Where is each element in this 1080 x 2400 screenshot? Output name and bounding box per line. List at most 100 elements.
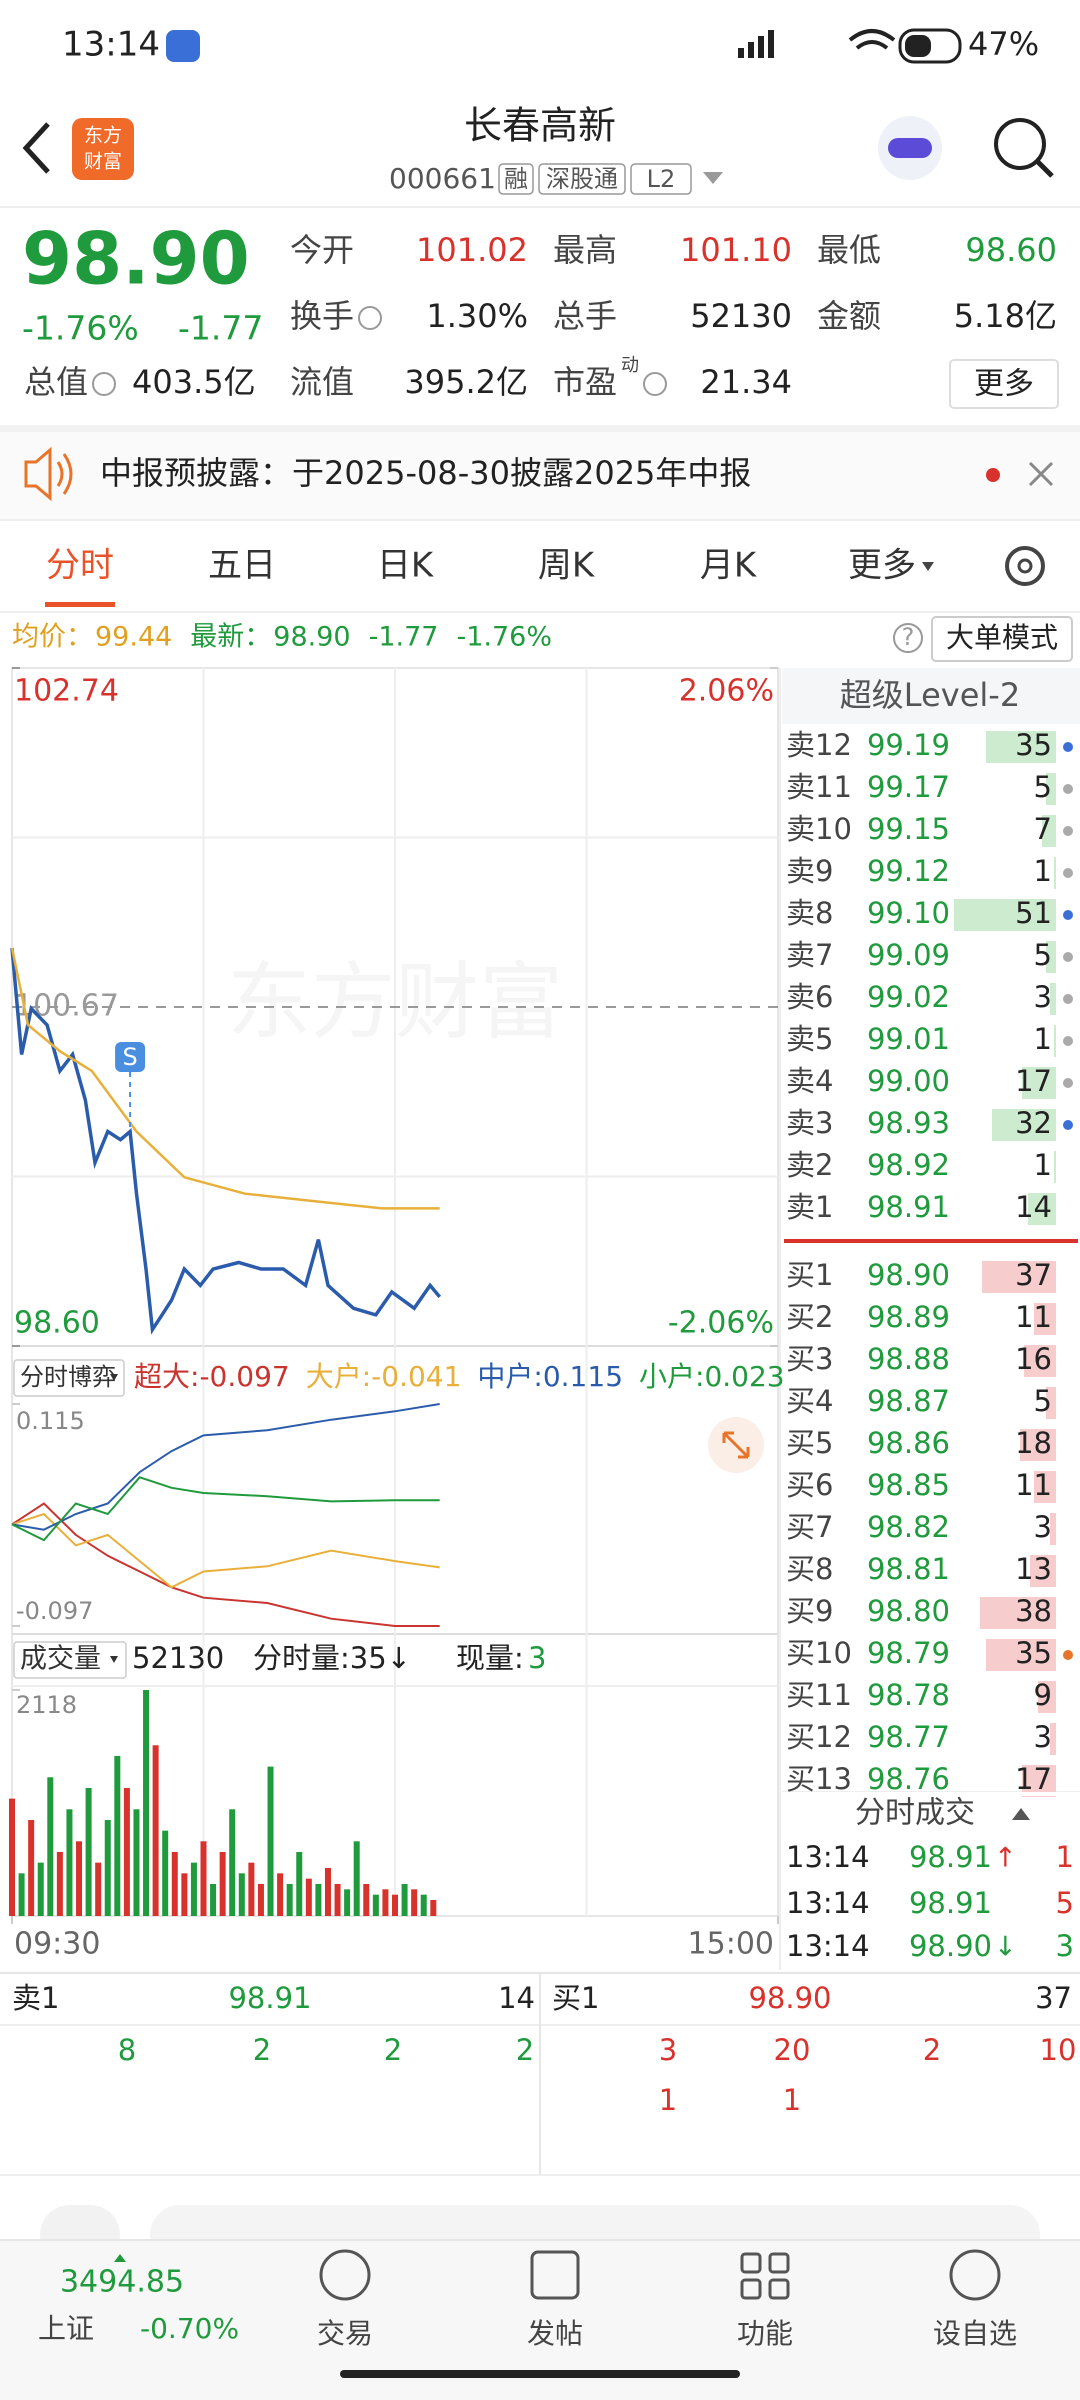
volume-bar (219, 1851, 226, 1916)
info-icon (643, 372, 667, 396)
depth-bar (1034, 1471, 1056, 1503)
quote-label: 总手 (553, 297, 617, 335)
volume-bar (267, 1766, 274, 1916)
nav-item[interactable]: 功能 (737, 2317, 793, 2350)
selector-box[interactable] (13, 1641, 127, 1679)
quote-value: 98.60 (965, 231, 1057, 269)
index-name[interactable]: 上证 (38, 2312, 94, 2345)
settings-button[interactable] (1005, 546, 1045, 586)
depth-bar (1050, 1723, 1056, 1755)
book-qty: 11 (1015, 1300, 1052, 1334)
book-price: 98.77 (867, 1720, 950, 1754)
quote-value: 5.18亿 (954, 297, 1057, 335)
book-level: 卖9 (786, 854, 833, 888)
y2-tick-label: -2.06% (668, 1306, 774, 1341)
volume-selector[interactable]: 成交量 (20, 1644, 101, 1675)
tab[interactable]: 分时 (46, 546, 114, 586)
index-value[interactable]: 3494.85 (60, 2265, 184, 2300)
signal-icons (738, 29, 896, 58)
book-level: 买10 (786, 1636, 852, 1670)
tab[interactable]: 周K (538, 546, 596, 586)
mode-button-text[interactable]: 大单模式 (946, 621, 1058, 654)
trade-time: 13:14 (786, 1886, 870, 1920)
trade-qty: 5 (1056, 1886, 1074, 1920)
book-price: 99.10 (867, 896, 950, 930)
bottom-ask-qty: 14 (498, 1981, 535, 2015)
depth-bar (1054, 1025, 1056, 1057)
y-tick-label: 100.67 (14, 989, 119, 1024)
quote-label: 换手 (290, 297, 354, 335)
info-avg: 99.44 (95, 622, 172, 653)
volume-bar (9, 1798, 15, 1916)
flow-selector[interactable]: 分时博弈 (20, 1363, 116, 1391)
book-price: 99.00 (867, 1064, 950, 1098)
depth-bar (992, 1109, 1056, 1141)
last-price: 98.90 (22, 217, 250, 301)
book-level: 卖12 (786, 728, 852, 762)
marker-label: S (122, 1043, 137, 1071)
search-button[interactable] (994, 118, 1046, 170)
depth-bar (1054, 1151, 1056, 1183)
book-qty: 17 (1015, 1064, 1052, 1098)
volume-bar (85, 1787, 92, 1916)
quote-value: 1.30% (426, 297, 528, 335)
close-button[interactable] (1028, 461, 1054, 487)
quote-label: 今开 (290, 231, 354, 269)
y-tick-label: 2118 (16, 1691, 77, 1719)
info-change-pct: -1.76% (456, 622, 552, 653)
trade-arrow: ↑ (994, 1843, 1017, 1874)
back-button[interactable] (22, 122, 50, 174)
tab[interactable]: 更多 (848, 546, 916, 586)
volume-bar (382, 1889, 389, 1916)
book-price: 98.89 (867, 1300, 950, 1334)
mode-button[interactable] (931, 616, 1073, 662)
depth-bar (1050, 1513, 1056, 1545)
index-change[interactable]: -0.70% (140, 2312, 239, 2345)
tab[interactable]: 月K (700, 546, 758, 586)
book-price: 98.86 (867, 1426, 950, 1460)
change-amount: -1.77 (178, 309, 263, 348)
settings-icon (1017, 558, 1033, 574)
book-level: 卖10 (786, 812, 852, 846)
average-line (10, 947, 440, 1210)
book-dot (1063, 1036, 1073, 1046)
change-percent: -1.76% (22, 309, 139, 348)
signal-bar (738, 48, 744, 58)
volume-bar (324, 1867, 331, 1916)
trade-price: 98.91 (909, 1886, 992, 1920)
volume-bar (133, 1809, 140, 1916)
book-price: 99.19 (867, 728, 950, 762)
book-qty: 7 (1034, 812, 1052, 846)
nav-item[interactable]: 设自选 (933, 2317, 1017, 2350)
book-price: 98.79 (867, 1636, 950, 1670)
nav-item[interactable]: 发帖 (527, 2317, 583, 2350)
book-level: 买2 (786, 1300, 833, 1334)
flow-legend-name: 中户: (477, 1360, 542, 1393)
more-button[interactable] (949, 359, 1059, 409)
book-price: 98.92 (867, 1148, 950, 1182)
tab[interactable]: 五日 (208, 546, 276, 586)
book-level: 卖1 (786, 1190, 833, 1224)
volume-bar (66, 1809, 73, 1916)
logo-text: 东方 (84, 125, 122, 147)
volume-bar (257, 1883, 264, 1916)
book-qty: 3 (1034, 1510, 1052, 1544)
help-icon[interactable]: ? (902, 623, 915, 651)
volume-bar (181, 1873, 188, 1916)
volume-bar (353, 1841, 360, 1916)
tab[interactable]: 日K (377, 546, 435, 586)
book-level: 买9 (786, 1594, 833, 1628)
book-level: 买1 (786, 1258, 833, 1292)
more-button-text[interactable]: 更多 (974, 367, 1034, 402)
info-change: -1.77 (369, 622, 439, 653)
book-qty: 9 (1034, 1678, 1052, 1712)
book-qty: 35 (1015, 1636, 1052, 1670)
selector-box[interactable] (13, 1359, 125, 1397)
search-handle (1035, 159, 1054, 178)
volume-bar (401, 1883, 408, 1916)
dropdown-icon[interactable] (703, 172, 723, 184)
book-qty: 17 (1015, 1762, 1052, 1796)
nav-item[interactable]: 交易 (317, 2317, 373, 2350)
